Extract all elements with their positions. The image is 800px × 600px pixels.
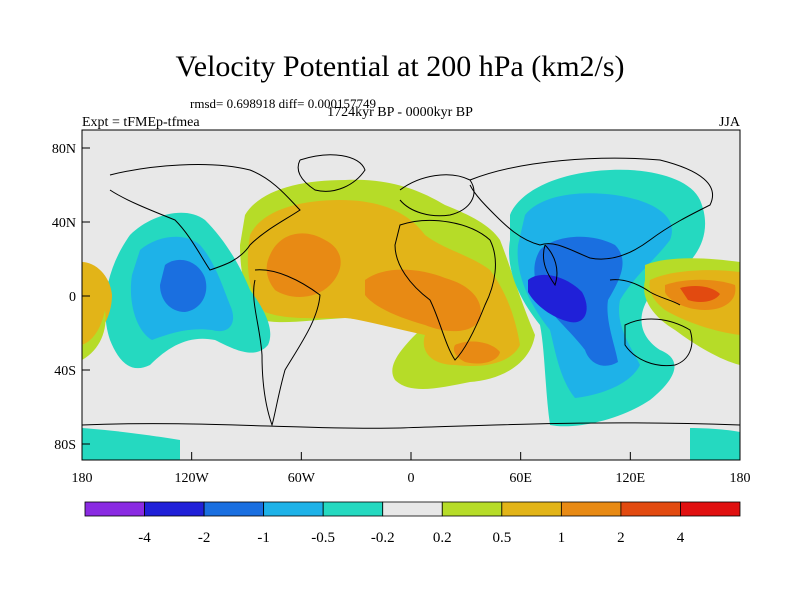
- lat-tick-label: 80N: [52, 142, 76, 157]
- coast-maritime: [609, 279, 681, 306]
- colorbar-swatch: [144, 501, 205, 517]
- colorbar-swatch: [680, 501, 741, 517]
- lon-tick-label: 0: [408, 471, 415, 486]
- colorbar-swatch: [560, 501, 622, 517]
- contour-0p2-west-edge: [82, 310, 106, 360]
- colorbar-swatch: [620, 501, 681, 517]
- coastlines: [82, 154, 740, 429]
- contour-1-africa: [365, 269, 481, 332]
- map-field: [82, 130, 740, 460]
- coast-greenland: [297, 154, 366, 192]
- colorbar-label: -0.2: [370, 530, 395, 546]
- coast-australia: [624, 318, 693, 367]
- lat-tick-label: 40N: [52, 216, 76, 231]
- lat-tick-label: 0: [69, 290, 76, 305]
- contour-m0p2-antarctic: [82, 428, 180, 460]
- lon-tick-label: 60E: [509, 471, 532, 486]
- colorbar: [84, 501, 741, 517]
- plot-title: Velocity Potential at 200 hPa (km2/s): [175, 50, 625, 83]
- colorbar-label: 0.5: [492, 530, 512, 546]
- colorbar-label: -2: [197, 530, 211, 546]
- colorbar-label: 1: [557, 530, 566, 546]
- lon-tick-label: 180: [72, 471, 93, 486]
- colorbar-label: -4: [138, 530, 151, 546]
- lon-axis: 180 120W 60W 0 60E 120E 180: [72, 452, 751, 486]
- contour-1-atlantic: [266, 233, 341, 297]
- colorbar-label: 0.2: [432, 530, 452, 546]
- lat-axis: 80N 40N 0 40S 80S: [52, 142, 90, 453]
- period-text: 1724kyr BP - 0000kyr BP: [327, 105, 473, 120]
- colorbar-label: -1: [257, 530, 270, 546]
- colorbar-swatch: [322, 501, 384, 517]
- lon-tick-label: 60W: [288, 471, 316, 486]
- lat-tick-label: 40S: [54, 364, 76, 379]
- lon-tick-label: 180: [730, 471, 751, 486]
- contour-m0p2-antarctic-east: [690, 428, 740, 460]
- colorbar-swatch: [203, 501, 265, 517]
- stats-text: rmsd= 0.698918 diff= 0.000157749: [190, 96, 376, 111]
- colorbar-swatch: [263, 501, 324, 517]
- experiment-label: Expt = tFMEp-tfmea: [82, 115, 200, 130]
- lon-tick-label: 120W: [175, 471, 210, 486]
- coast-antarctica: [82, 422, 740, 429]
- contour-2-wpacific: [680, 286, 720, 302]
- season-label: JJA: [718, 115, 740, 130]
- lon-tick-label: 120E: [616, 471, 646, 486]
- coast-south-america: [253, 269, 321, 427]
- coast-north-america: [109, 164, 301, 271]
- colorbar-swatch: [441, 501, 503, 517]
- colorbar-swatch: [84, 501, 145, 517]
- coast-africa: [394, 219, 496, 361]
- contour-0p5-west-edge: [82, 262, 112, 345]
- colorbar-label: -0.5: [311, 530, 336, 546]
- colorbar-swatch: [501, 501, 562, 517]
- lat-tick-label: 80S: [54, 438, 76, 453]
- contour-m1-pacific: [160, 259, 207, 312]
- coast-asia: [469, 157, 713, 260]
- contour-m2-indian: [528, 274, 587, 323]
- colorbar-swatch: [382, 501, 443, 517]
- colorbar-label: 4: [676, 530, 685, 546]
- coast-europe: [399, 174, 475, 217]
- coast-india: [542, 244, 558, 287]
- colorbar-label: 2: [617, 530, 625, 546]
